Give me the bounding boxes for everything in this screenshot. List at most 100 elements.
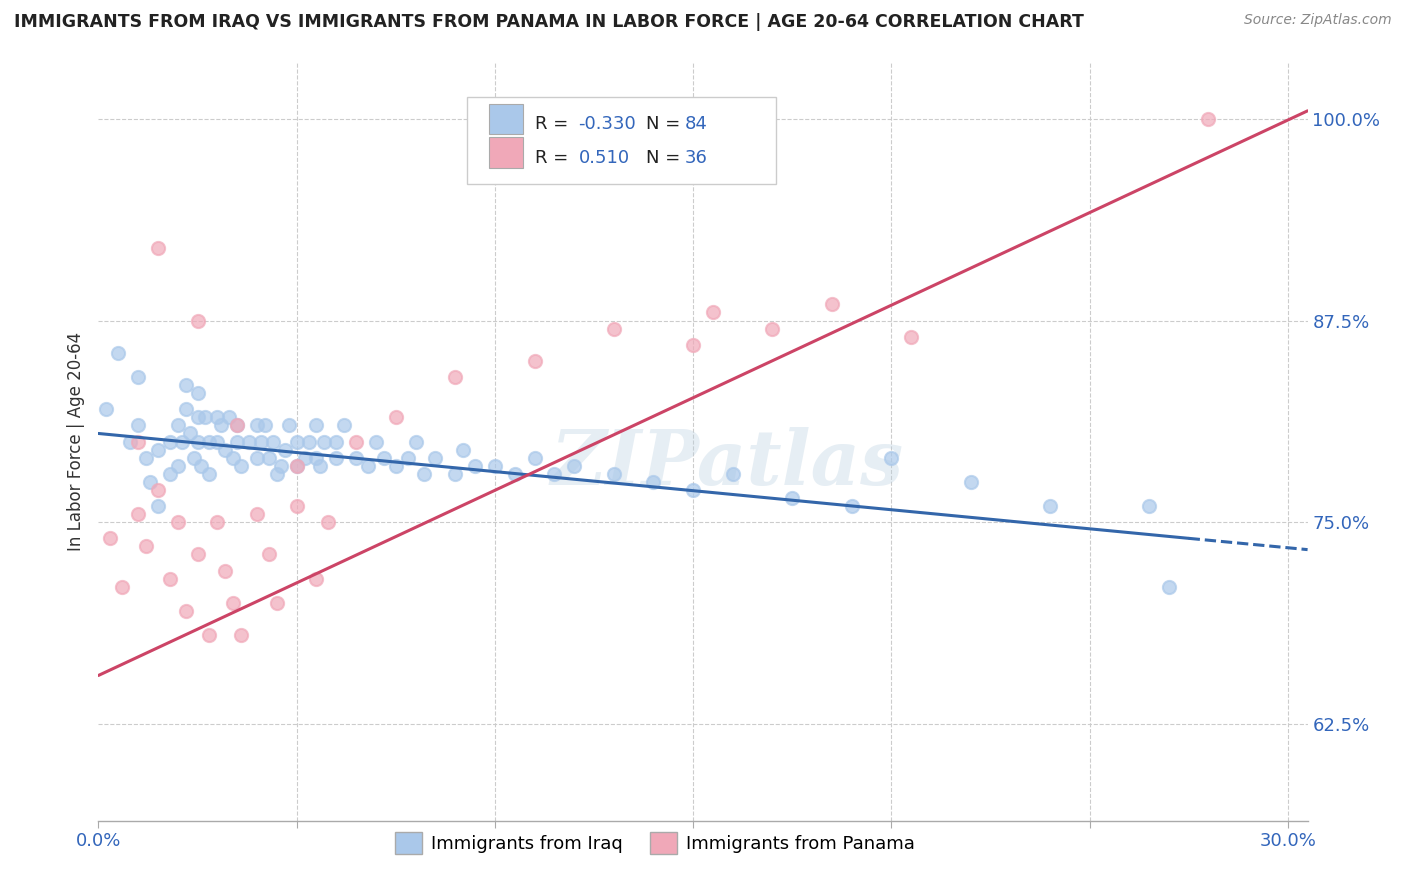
Point [186,434,208,449]
Point [222,596,245,610]
Point [523,354,546,368]
Point [146,483,169,497]
Point [841,499,863,513]
Y-axis label: In Labor Force | Age 20-64: In Labor Force | Age 20-64 [66,332,84,551]
Point [231,628,253,642]
Point [174,402,197,417]
Point [146,499,169,513]
Point [425,450,447,465]
Point [214,564,236,578]
Point [198,628,221,642]
Point [226,418,249,433]
Text: R =: R = [534,115,574,133]
Point [174,604,197,618]
Point [186,548,208,562]
Point [209,418,232,433]
Point [159,434,181,449]
Point [333,418,356,433]
Point [166,418,188,433]
Text: R =: R = [534,149,574,167]
Point [226,418,249,433]
Point [207,410,229,425]
Point [780,491,803,505]
Point [218,410,240,425]
FancyBboxPatch shape [467,96,776,184]
Point [186,386,208,401]
Point [344,434,367,449]
Point [257,450,280,465]
Point [318,515,340,529]
Point [266,596,288,610]
Point [214,442,236,457]
Point [246,507,269,521]
Text: N =: N = [647,115,686,133]
Point [274,442,297,457]
Point [305,418,328,433]
Point [96,402,118,417]
Point [231,458,253,473]
Point [405,434,427,449]
Point [146,241,169,255]
Point [900,329,922,343]
FancyBboxPatch shape [489,137,523,168]
Point [325,434,347,449]
Text: Source: ZipAtlas.com: Source: ZipAtlas.com [1244,13,1392,28]
Point [451,442,474,457]
Point [253,418,276,433]
Point [198,434,221,449]
Point [186,313,208,327]
Point [373,450,395,465]
Point [111,580,134,594]
Point [270,458,292,473]
Text: 0.510: 0.510 [578,149,630,167]
Point [364,434,387,449]
Point [120,434,142,449]
Point [127,507,149,521]
Text: 36: 36 [685,149,707,167]
Point [159,572,181,586]
Point [1137,499,1160,513]
Point [166,458,188,473]
Point [562,458,585,473]
Point [523,450,546,465]
Point [396,450,419,465]
Point [246,450,269,465]
Point [135,540,157,554]
Point [135,450,157,465]
Point [107,346,129,360]
Point [174,378,197,392]
Point [139,475,162,489]
Point [603,321,626,335]
Point [384,458,406,473]
Point [98,532,121,546]
Point [1198,112,1220,126]
Point [127,434,149,449]
Point [285,499,308,513]
Point [503,467,526,481]
Point [702,305,724,319]
Point [238,434,260,449]
Point [226,434,249,449]
Point [444,370,467,384]
Point [309,458,332,473]
Point [250,434,273,449]
Text: N =: N = [647,149,686,167]
Point [484,458,506,473]
Legend: Immigrants from Iraq, Immigrants from Panama: Immigrants from Iraq, Immigrants from Pa… [388,824,922,861]
FancyBboxPatch shape [489,104,523,135]
Point [305,572,328,586]
Point [186,410,208,425]
Point [880,450,903,465]
Point [643,475,665,489]
Point [277,418,299,433]
Point [325,450,347,465]
Point [682,337,704,351]
Point [207,434,229,449]
Point [285,434,308,449]
Point [1157,580,1180,594]
Point [183,450,205,465]
Text: IMMIGRANTS FROM IRAQ VS IMMIGRANTS FROM PANAMA IN LABOR FORCE | AGE 20-64 CORREL: IMMIGRANTS FROM IRAQ VS IMMIGRANTS FROM … [14,13,1084,31]
Point [412,467,434,481]
Point [305,450,328,465]
Point [266,467,288,481]
